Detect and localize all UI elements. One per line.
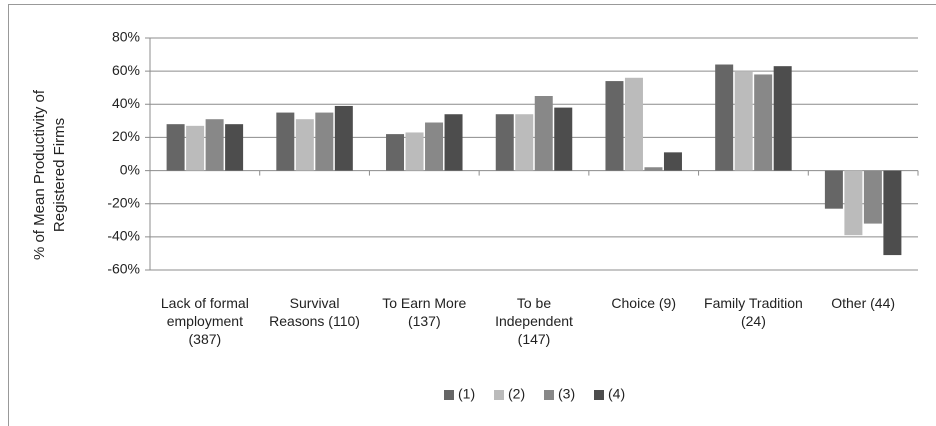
bar: [444, 114, 463, 171]
bar: [534, 96, 553, 171]
bar: [386, 134, 405, 171]
bar: [425, 122, 444, 171]
x-tick-label: Other (44): [831, 295, 896, 311]
chart-frame: [8, 4, 936, 426]
legend-swatch: [494, 390, 504, 400]
y-tick-label: -40%: [107, 228, 140, 244]
y-tick-label: 0%: [120, 161, 140, 177]
y-axis-title: % of Mean Productivity of Registered Fir…: [31, 89, 68, 261]
bar: [554, 107, 573, 171]
x-tick-label: Lack of formal employment (387): [160, 295, 249, 347]
bar: [715, 64, 734, 171]
bar: [605, 81, 624, 171]
bar: [276, 112, 295, 171]
legend-label: (4): [608, 386, 625, 402]
bar: [405, 132, 424, 171]
bar: [334, 105, 353, 171]
y-tick-label: 60%: [112, 62, 140, 78]
y-tick-label: 40%: [112, 95, 140, 111]
x-tick-label: To be Independent (147): [495, 295, 573, 347]
bar: [624, 77, 643, 171]
bar: [844, 170, 863, 236]
bar: [883, 170, 902, 256]
bar: [773, 66, 792, 171]
bar: [186, 125, 205, 171]
bar: [225, 124, 244, 171]
bar: [166, 124, 185, 171]
bar: [315, 112, 334, 171]
y-tick-label: 20%: [112, 128, 140, 144]
legend-label: (1): [458, 386, 475, 402]
legend-swatch: [594, 390, 604, 400]
x-tick-label: Survival Reasons (110): [269, 295, 360, 329]
bar: [495, 114, 514, 171]
y-tick-label: -60%: [107, 261, 140, 277]
y-tick-label: 80%: [112, 29, 140, 45]
x-tick-label: To Earn More (137): [382, 295, 467, 329]
legend-label: (3): [558, 386, 575, 402]
bar: [205, 119, 224, 171]
bar: [754, 74, 773, 171]
bar: [824, 170, 843, 209]
legend-swatch: [544, 390, 554, 400]
bar: [663, 152, 682, 171]
y-tick-label: -20%: [107, 194, 140, 210]
bar: [644, 167, 663, 171]
bar: [295, 119, 314, 171]
bar: [734, 71, 753, 171]
legend-swatch: [444, 390, 454, 400]
bar: [863, 170, 882, 224]
legend-label: (2): [508, 386, 525, 402]
bar: [515, 114, 534, 171]
x-tick-label: Choice (9): [611, 295, 676, 311]
x-tick-label: Family Tradition (24): [704, 295, 803, 329]
